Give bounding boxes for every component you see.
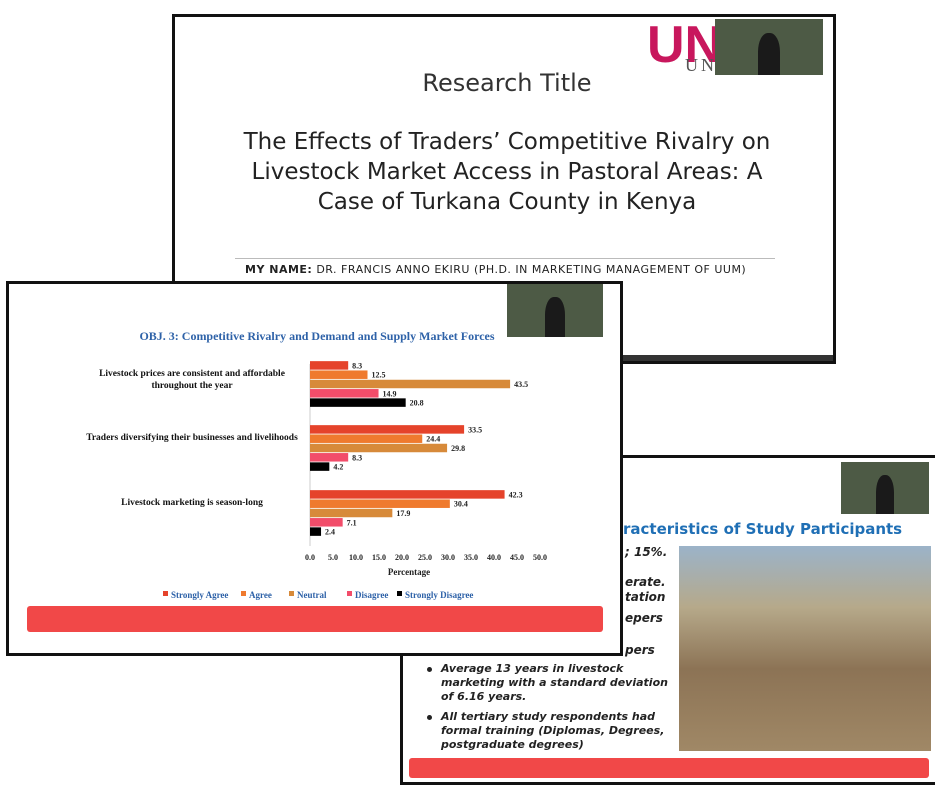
video-thumbnail [841,462,929,514]
bar [310,434,423,443]
value-label: 30.4 [454,500,468,509]
x-tick-label: 0.0 [305,553,315,562]
legend-swatch [163,591,168,596]
slide-chart: OBJ. 3: Competitive Rivalry and Demand a… [6,281,623,656]
legend-swatch [397,591,402,596]
x-tick-label: 5.0 [328,553,338,562]
logo-sub: UN [685,55,717,75]
value-label: 8.3 [352,361,362,370]
chart: OBJ. 3: Competitive Rivalry and Demand a… [139,329,547,600]
bullet-dot [427,715,432,720]
bullet-list: Average 13 years in livestock marketing … [425,662,675,758]
value-label: 8.3 [352,453,362,462]
x-tick-label: 35.0 [464,553,478,562]
footer-bar [409,758,929,778]
value-label: 43.5 [514,380,528,389]
legend-swatch [241,591,246,596]
footer-bar [27,606,603,632]
video-thumbnail [715,19,823,75]
legend-label: Neutral [297,590,327,600]
bar [310,379,511,389]
x-tick-label: 10.0 [349,553,363,562]
value-label: 14.9 [383,389,397,398]
heading: Research Title [422,69,592,97]
video-thumbnail [507,284,603,337]
bar [310,518,343,527]
author-name: DR. FRANCIS ANNO EKIRU (PH.D. IN MARKETI… [316,263,747,276]
value-label: 4.2 [333,463,343,472]
value-label: 29.8 [451,444,465,453]
x-tick-label: 40.0 [487,553,501,562]
text-fragment: pers [625,643,655,657]
chart-title: OBJ. 3: Competitive Rivalry and Demand a… [139,329,494,343]
legend-label: Agree [249,590,272,600]
value-label: 42.3 [509,490,523,499]
bar [310,527,322,536]
bar [310,425,465,434]
research-title: The Effects of Traders’ Competitive Riva… [243,129,771,215]
footer-bar [595,355,833,361]
bar [310,490,505,499]
x-axis-label: Percentage [388,567,430,577]
x-tick-label: 25.0 [418,553,432,562]
x-tick-label: 15.0 [372,553,386,562]
x-tick-label: 45.0 [510,553,524,562]
legend-label: Disagree [355,590,388,600]
category-label: Livestock marketing is season-long [121,498,263,508]
value-label: 7.1 [347,518,357,527]
bullet: Average 13 years in livestock marketing … [425,662,675,704]
text-fragment: ; 15%. [625,545,668,559]
value-label: 12.5 [372,371,386,380]
legend-label: Strongly Agree [171,590,228,600]
bar [310,508,393,518]
slide-heading: racteristics of Study Participants [623,520,903,538]
bullet: All tertiary study respondents had forma… [425,710,675,752]
bar [310,443,448,453]
value-label: 17.9 [396,509,410,518]
x-tick-label: 50.0 [533,553,547,562]
bullet-dot [427,667,432,672]
category-label: Traders diversifying their businesses an… [86,433,298,443]
photo [679,546,931,751]
legend-swatch [347,591,352,596]
x-tick-label: 30.0 [441,553,455,562]
value-label: 24.4 [426,435,440,444]
bar [310,389,379,398]
name-label: MY NAME: [245,263,313,276]
bar [310,462,330,471]
bar [310,453,349,462]
bar [310,499,450,508]
value-label: 20.8 [410,399,424,408]
author-line: MY NAME: DR. FRANCIS ANNO EKIRU (PH.D. I… [245,263,746,276]
logo: UN [647,16,723,74]
text-fragment: epers [625,611,663,625]
category-label: Livestock prices are consistent and affo… [99,369,285,391]
value-label: 2.4 [325,528,335,537]
legend-label: Strongly Disagree [405,590,473,600]
divider [235,258,775,259]
bar [310,398,406,407]
x-tick-label: 20.0 [395,553,409,562]
value-label: 33.5 [468,425,482,434]
bar [310,370,368,379]
legend-swatch [289,591,294,596]
text-fragment: erate. [625,575,666,589]
bar [310,361,349,370]
text-fragment: tation [625,590,666,604]
